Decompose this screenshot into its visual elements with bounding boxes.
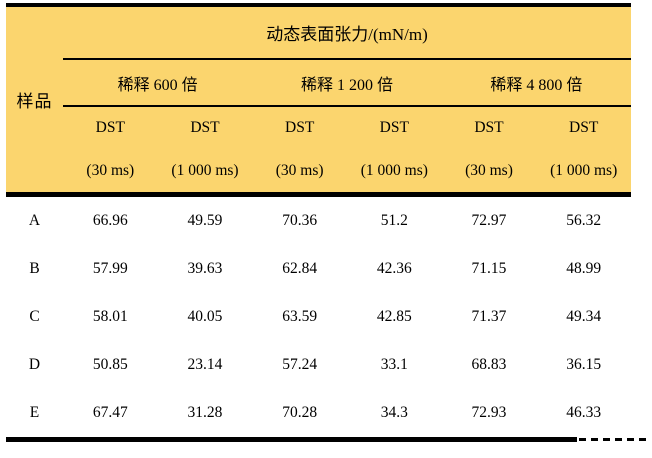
- sample-label: D: [28, 356, 41, 373]
- table-title-cell: 动态表面张力/(mN/m): [63, 7, 631, 60]
- value-cell: 70.36: [282, 212, 318, 229]
- subheader-line2: (30 ms): [275, 161, 324, 179]
- value-cell: 51.2: [380, 212, 408, 229]
- value-cell: 39.63: [187, 260, 223, 277]
- subheader-line2: (30 ms): [465, 161, 513, 179]
- sample-label: E: [29, 404, 40, 421]
- value-cell: 42.36: [376, 260, 412, 277]
- table-header: 样品 动态表面张力/(mN/m) 稀释 600 倍 稀释 1 200 倍 稀释 …: [6, 7, 631, 192]
- subheader-cell: DST (1 000 ms): [536, 107, 631, 192]
- table-row: A 66.96 49.59 70.36 51.2 72.97 56.32: [6, 197, 631, 245]
- subheader-cell: DST (1 000 ms): [347, 107, 442, 192]
- dilution-group-row: 稀释 600 倍 稀释 1 200 倍 稀释 4 800 倍: [63, 60, 631, 107]
- value-cell: 70.28: [282, 404, 318, 421]
- sample-label: C: [29, 308, 40, 325]
- value-cell: 31.28: [187, 404, 223, 421]
- value-cell: 57.24: [282, 356, 318, 373]
- table-bottom-border: [6, 437, 577, 442]
- value-cell: 36.15: [566, 356, 602, 373]
- value-cell: 67.47: [92, 404, 128, 421]
- sample-label: A: [28, 212, 41, 229]
- subheader-cell: DST (1 000 ms): [158, 107, 253, 192]
- value-cell: 68.83: [471, 356, 507, 373]
- table-row: C 58.01 40.05 63.59 42.85 71.37 49.34: [6, 293, 631, 341]
- subheader-cell: DST (30 ms): [252, 107, 347, 192]
- value-cell: 34.3: [380, 404, 408, 421]
- subheader-cell: DST (30 ms): [63, 107, 158, 192]
- value-cell: 42.85: [376, 308, 412, 325]
- value-cell: 66.96: [92, 212, 128, 229]
- table-body: A 66.96 49.59 70.36 51.2 72.97 56.32 B 5…: [6, 197, 631, 437]
- subheader-line2: (1 000 ms): [171, 161, 239, 179]
- value-cell: 46.33: [566, 404, 602, 421]
- subheader-line1: DST: [569, 119, 599, 137]
- value-cell: 49.34: [566, 308, 602, 325]
- subheader-line2: (1 000 ms): [550, 161, 618, 179]
- subheader-cell: DST (30 ms): [442, 107, 537, 192]
- value-cell: 40.05: [187, 308, 223, 325]
- sample-column-header: 样品: [16, 92, 53, 111]
- table-top-border: [6, 3, 631, 7]
- dst-subheader-row: DST (30 ms) DST (1 000 ms) DST (30 ms) D…: [63, 107, 631, 192]
- group-header-600: 稀释 600 倍: [117, 76, 198, 94]
- subheader-line1: DST: [474, 119, 504, 137]
- value-cell: 72.93: [471, 404, 507, 421]
- value-cell: 71.37: [471, 308, 507, 325]
- value-cell: 72.97: [471, 212, 507, 229]
- value-cell: 50.85: [92, 356, 128, 373]
- table-row: B 57.99 39.63 62.84 42.36 71.15 48.99: [6, 245, 631, 293]
- subheader-line2: (30 ms): [86, 161, 135, 179]
- group-header-1200: 稀释 1 200 倍: [300, 76, 393, 94]
- subheader-line1: DST: [190, 119, 220, 137]
- subheader-line1: DST: [285, 119, 315, 137]
- value-cell: 48.99: [566, 260, 602, 277]
- subheader-line1: DST: [379, 119, 409, 137]
- table-row: D 50.85 23.14 57.24 33.1 68.83 36.15: [6, 341, 631, 389]
- value-cell: 58.01: [92, 308, 128, 325]
- header-body-separator: [6, 192, 631, 197]
- value-cell: 23.14: [187, 356, 223, 373]
- subheader-line1: DST: [95, 119, 125, 137]
- subheader-line2: (1 000 ms): [360, 161, 428, 179]
- sample-label: B: [29, 260, 40, 277]
- value-cell: 49.59: [187, 212, 223, 229]
- value-cell: 56.32: [566, 212, 602, 229]
- bottom-border-artifact: [579, 438, 648, 441]
- table-row: E 67.47 31.28 70.28 34.3 72.93 46.33: [6, 389, 631, 437]
- group-header-4800: 稀释 4 800 倍: [490, 76, 583, 94]
- value-cell: 63.59: [282, 308, 318, 325]
- value-cell: 71.15: [471, 260, 507, 277]
- header-right-area: 动态表面张力/(mN/m) 稀释 600 倍 稀释 1 200 倍 稀释 4 8…: [63, 7, 631, 192]
- value-cell: 62.84: [282, 260, 318, 277]
- value-cell: 57.99: [92, 260, 128, 277]
- value-cell: 33.1: [380, 356, 408, 373]
